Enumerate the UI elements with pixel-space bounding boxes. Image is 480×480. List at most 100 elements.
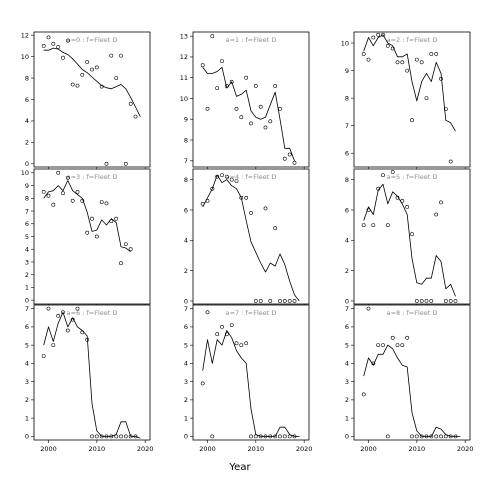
observed-point [258,299,263,303]
observed-point [41,189,46,194]
observed-point [361,52,366,56]
y-tick-label: 4 [25,360,29,368]
observed-point [229,323,234,328]
observed-point [46,193,51,198]
observed-point [448,299,453,303]
observed-point [424,434,429,439]
observed-point [224,332,229,337]
y-tick-label: 7 [184,157,188,165]
observed-point [123,242,128,247]
panel-label: a=4 : f=Fleet D [226,173,277,181]
observed-point [229,177,234,182]
panel-frame [33,304,151,441]
panel-a7: a=7 : f=Fleet D 0 1 2 3 4 5 6 7 2000 2010 2020 [184,304,313,453]
y-tick-label: 7 [25,305,29,313]
panel-label: a=1 : f=Fleet D [226,36,277,44]
observed-point [414,434,419,439]
observed-point [453,299,458,303]
observed-point [61,310,65,315]
observed-point [210,34,215,39]
panel-frame [192,31,310,168]
observed-point [99,200,104,205]
observed-point [263,434,268,439]
fitted-line [43,180,131,253]
y-tick-label: 10 [341,39,349,47]
x-tick-label: 2000 [360,445,377,453]
y-tick-label: 6 [25,323,29,331]
y-tick-label: 6 [25,220,29,228]
panel-a4: a=4 : f=Fleet D 0 2 4 6 8 [184,168,310,307]
y-tick-label: 11 [180,74,188,82]
panel-a0: a=0 : f=Fleet D 0 2 4 6 8 10 12 [21,32,151,170]
observed-point [287,434,292,439]
observed-point [80,330,85,335]
observed-point [220,173,224,178]
panel-frame [353,168,471,305]
y-tick-label: 3 [25,378,29,386]
y-tick-label: 8 [25,74,29,82]
y-tick-label: 8 [345,176,349,184]
y-tick-label: 10 [180,95,188,103]
observed-point [85,337,90,342]
observed-point [434,434,439,439]
observed-point [85,60,90,64]
panel-a3: a=3 : f=Fleet D 0 1 2 3 4 5 6 7 8 9 10 [21,168,151,307]
panel-a2: a=2 : f=Fleet D 6 7 8 9 10 [341,31,471,170]
observed-point [244,195,249,200]
observed-point [414,299,419,303]
observed-point [249,434,253,439]
y-tick-label: 5 [25,233,29,241]
observed-point [200,63,205,68]
observed-point [133,114,138,119]
observed-point [390,170,395,174]
observed-point [220,324,224,329]
observed-point [268,299,273,303]
observed-point [90,216,94,221]
fitted-line [202,174,300,302]
observed-point [273,84,278,88]
observed-point [268,119,273,124]
y-tick-label: 8 [25,195,29,203]
observed-point [205,198,210,203]
observed-point [75,189,80,194]
observed-point [234,341,239,346]
observed-point [65,175,70,180]
fitted-line [202,330,300,437]
observed-point [410,232,414,237]
observed-point [287,152,292,157]
observed-point [234,106,239,111]
observed-point [258,434,263,439]
panel-frame [353,304,471,441]
observed-point [56,45,61,49]
observed-point [410,434,414,439]
observed-point [385,434,390,439]
observed-point [94,65,99,70]
y-tick-label: 4 [345,237,349,245]
observed-point [249,211,253,215]
observed-point [109,219,114,224]
observed-point [376,32,381,37]
y-tick-label: 8 [184,136,188,144]
observed-point [109,53,114,58]
observed-point [376,186,381,191]
observed-point [51,41,56,46]
y-tick-label: 6 [345,206,349,214]
observed-point [390,335,395,340]
y-tick-label: 0 [184,297,188,305]
observed-point [90,67,94,72]
x-tick-label: 2020 [296,445,313,453]
observed-point [109,434,114,439]
observed-point [381,32,385,37]
observed-point [366,57,371,62]
observed-point [119,261,123,266]
observed-point [376,343,381,348]
observed-point [224,84,229,88]
observed-point [119,53,123,58]
y-tick-label: 1 [184,414,188,422]
observed-point [239,195,244,200]
observed-point [414,57,419,62]
y-tick-label: 6 [345,150,349,158]
y-tick-label: 3 [25,258,29,266]
y-tick-label: 7 [345,122,349,130]
panel-label: a=5 : f=Fleet D [387,173,438,181]
